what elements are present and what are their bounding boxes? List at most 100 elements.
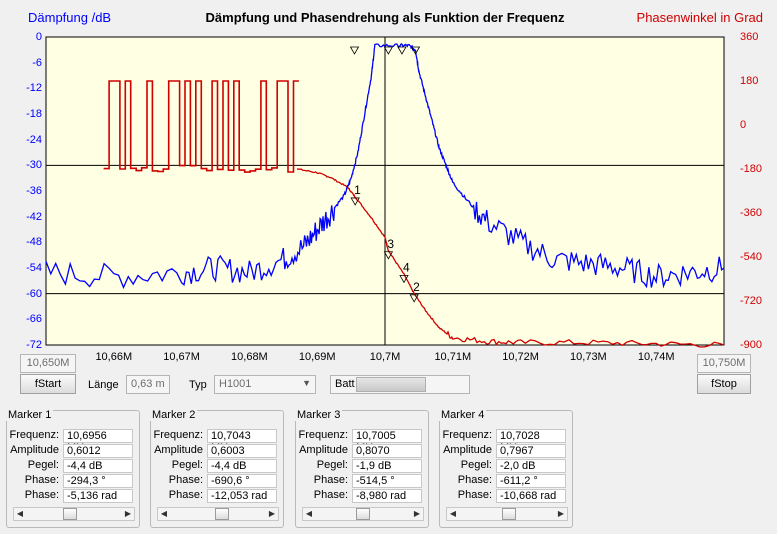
marker-row: Phase: -12,053 rad [151,489,285,504]
x-tick-label: 10,73M [570,351,607,363]
marker-row: Phase: -611,2 ° [440,474,574,489]
y-right-tick-label: -540 [740,251,763,263]
fstart-button[interactable]: fStart [20,374,76,394]
marker-row-label: Amplitude [154,444,203,456]
marker-row-label: Amplitude [299,444,348,456]
marker-scrollbar[interactable]: ◀ ▶ [446,507,568,521]
marker-row-label: Frequenz: [9,429,59,441]
marker-panel-1: Marker 1 Frequenz: 10,6956 MHz Amplitude 0,6… [6,409,141,528]
marker-row: Amplitude 0,7967 [440,444,574,459]
chart-plot[interactable]: 1 2 34 [0,0,777,400]
marker-row-label: Amplitude [10,444,59,456]
y-right-tick-label: 360 [740,31,759,43]
marker-row: Phase: -5,136 rad [7,489,141,504]
marker-3-label: 3 [387,237,394,251]
marker-row: Pegel: -4,4 dB [151,459,285,474]
marker-row: Frequenz: 10,7043 MHz [151,429,285,454]
y-left-tick-label: -36 [26,185,42,197]
right-axis-title: Phasenwinkel in Grad [636,10,763,25]
scroll-right-icon[interactable]: ▶ [557,509,565,518]
marker-panel-4: Marker 4 Frequenz: 10,7028 MHz Amplitude 0,7… [439,409,574,528]
x-tick-label: 10,69M [298,351,336,363]
attenuation-trace [45,43,725,290]
marker-row-label: Amplitude [443,444,492,456]
marker-row-value: 0,7967 [496,444,566,458]
marker-row-value: -10,668 rad [496,489,566,503]
x-tick-label: 10,7M [369,351,401,363]
marker-scrollbar[interactable]: ◀ ▶ [13,507,135,521]
marker-row-label: Phase: [313,489,348,501]
scroll-thumb[interactable] [63,508,78,520]
marker-row-label: Pegel: [27,459,59,471]
marker-row-value: -8,980 rad [352,489,422,503]
marker-row-value: -4,4 dB [207,459,277,473]
y-right-tick-label: 180 [740,75,759,87]
y-left-tick-label: -12 [26,82,42,95]
marker-panel-title: Marker 4 [439,409,487,421]
marker-row: Phase: -294,3 ° [7,474,141,489]
phase-trace-wrap [103,80,299,173]
chart-title: Dämpfung und Phasendrehung als Funktion … [205,10,565,25]
scroll-thumb[interactable] [356,508,370,520]
marker-scrollbar[interactable]: ◀ ▶ [157,507,279,521]
x-tick-label: 10,66M [95,351,133,363]
x-tick-label: 10,74M [637,351,675,363]
y-right-tick-label: -360 [740,207,763,219]
marker-row: Pegel: -1,9 dB [296,459,430,474]
y-right-tick-label: -180 [740,163,763,175]
scroll-left-icon[interactable]: ◀ [449,509,457,518]
y-left-tick-label: -6 [32,56,42,69]
y-left-tick-label: -60 [26,287,42,300]
marker-row-label: Phase: [313,474,348,486]
batt-field: Batt [330,375,470,394]
marker-panel-3: Marker 3 Frequenz: 10,7005 MHz Amplitude 0,8… [295,409,430,528]
scroll-left-icon[interactable]: ◀ [160,509,168,518]
marker-row-label: Phase: [24,474,59,486]
marker-row-value: 10,7028 MHz [496,429,566,454]
marker-row-label: Pegel: [316,459,348,471]
scroll-thumb[interactable] [501,508,516,520]
marker-row: Amplitude 0,6003 [151,444,285,459]
marker-row-value: 0,6012 [63,444,133,458]
marker-row-value: -5,136 rad [63,489,133,503]
typ-label: Typ [189,379,207,391]
fstart-input[interactable]: 10,650M [20,354,76,373]
marker-row: Frequenz: 10,7028 MHz [440,429,574,454]
marker-row-label: Frequenz: [298,429,348,441]
scroll-right-icon[interactable]: ▶ [268,509,276,518]
marker-row-value: -12,053 rad [207,489,277,503]
marker-row: Amplitude 0,6012 [7,444,141,459]
scroll-left-icon[interactable]: ◀ [305,509,313,518]
marker-row: Pegel: -2,0 dB [440,459,574,474]
fstop-button[interactable]: fStop [697,374,751,394]
y-left-tick-label: 0 [35,31,42,43]
marker-scrollbar[interactable]: ◀ ▶ [302,507,424,521]
marker-panel-title: Marker 1 [6,409,54,421]
phase-trace [296,168,725,348]
y-left-tick-label: -30 [26,159,42,172]
marker-1-icon [350,197,360,206]
marker-row-value: 0,6003 [207,444,277,458]
marker-row-value: 10,7005 MHz [352,429,422,454]
x-tick-label: 10,71M [434,351,472,363]
peak-marker-1-icon [349,46,360,55]
typ-select[interactable]: H1001 ▼ [214,375,316,394]
laenge-input[interactable]: 0,63 m [126,375,170,394]
scroll-right-icon[interactable]: ▶ [413,509,421,518]
marker-row-value: 0,8070 [352,444,422,458]
scroll-right-icon[interactable]: ▶ [124,509,132,518]
marker-row: Frequenz: 10,6956 MHz [7,429,141,454]
y-left-tick-label: -42 [26,210,42,223]
marker-row-value: -294,3 ° [63,474,133,488]
scroll-thumb[interactable] [214,508,229,520]
marker-row: Amplitude 0,8070 [296,444,430,459]
battery-level-bar [356,377,426,392]
x-tick-label: 10,68M [231,351,268,363]
marker-panel-2: Marker 2 Frequenz: 10,7043 MHz Amplitude 0,6… [150,409,285,528]
marker-row-label: Frequenz: [442,429,492,441]
scroll-left-icon[interactable]: ◀ [16,509,24,518]
marker-row-label: Pegel: [171,459,203,471]
marker-row-label: Phase: [168,474,203,486]
marker-2-label: 2 [413,280,420,294]
fstop-input[interactable]: 10,750M [697,354,751,373]
